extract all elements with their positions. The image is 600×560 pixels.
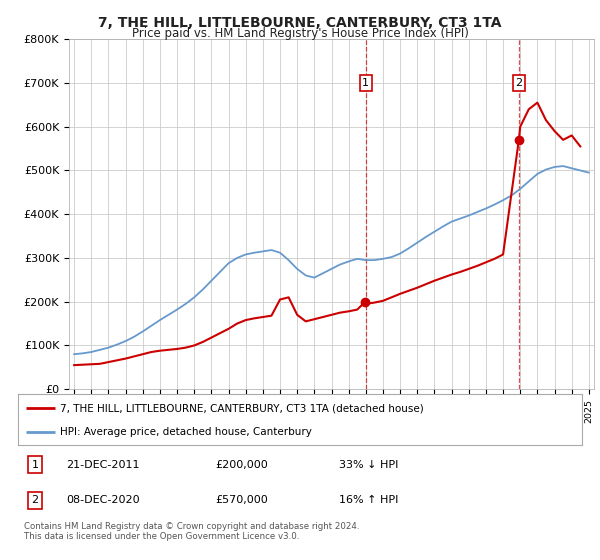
Text: Contains HM Land Registry data © Crown copyright and database right 2024.
This d: Contains HM Land Registry data © Crown c… xyxy=(24,522,359,542)
Text: 1: 1 xyxy=(31,460,38,470)
Text: 7, THE HILL, LITTLEBOURNE, CANTERBURY, CT3 1TA (detached house): 7, THE HILL, LITTLEBOURNE, CANTERBURY, C… xyxy=(60,403,424,413)
Text: 2: 2 xyxy=(515,78,523,88)
Text: 33% ↓ HPI: 33% ↓ HPI xyxy=(340,460,399,470)
Text: £200,000: £200,000 xyxy=(215,460,268,470)
Text: £570,000: £570,000 xyxy=(215,495,268,505)
Text: 21-DEC-2011: 21-DEC-2011 xyxy=(66,460,139,470)
Text: Price paid vs. HM Land Registry's House Price Index (HPI): Price paid vs. HM Land Registry's House … xyxy=(131,27,469,40)
Text: 16% ↑ HPI: 16% ↑ HPI xyxy=(340,495,399,505)
Text: 2: 2 xyxy=(31,495,38,505)
Text: 7, THE HILL, LITTLEBOURNE, CANTERBURY, CT3 1TA: 7, THE HILL, LITTLEBOURNE, CANTERBURY, C… xyxy=(98,16,502,30)
Text: 1: 1 xyxy=(362,78,370,88)
Text: 08-DEC-2020: 08-DEC-2020 xyxy=(66,495,140,505)
Text: HPI: Average price, detached house, Canterbury: HPI: Average price, detached house, Cant… xyxy=(60,427,312,437)
